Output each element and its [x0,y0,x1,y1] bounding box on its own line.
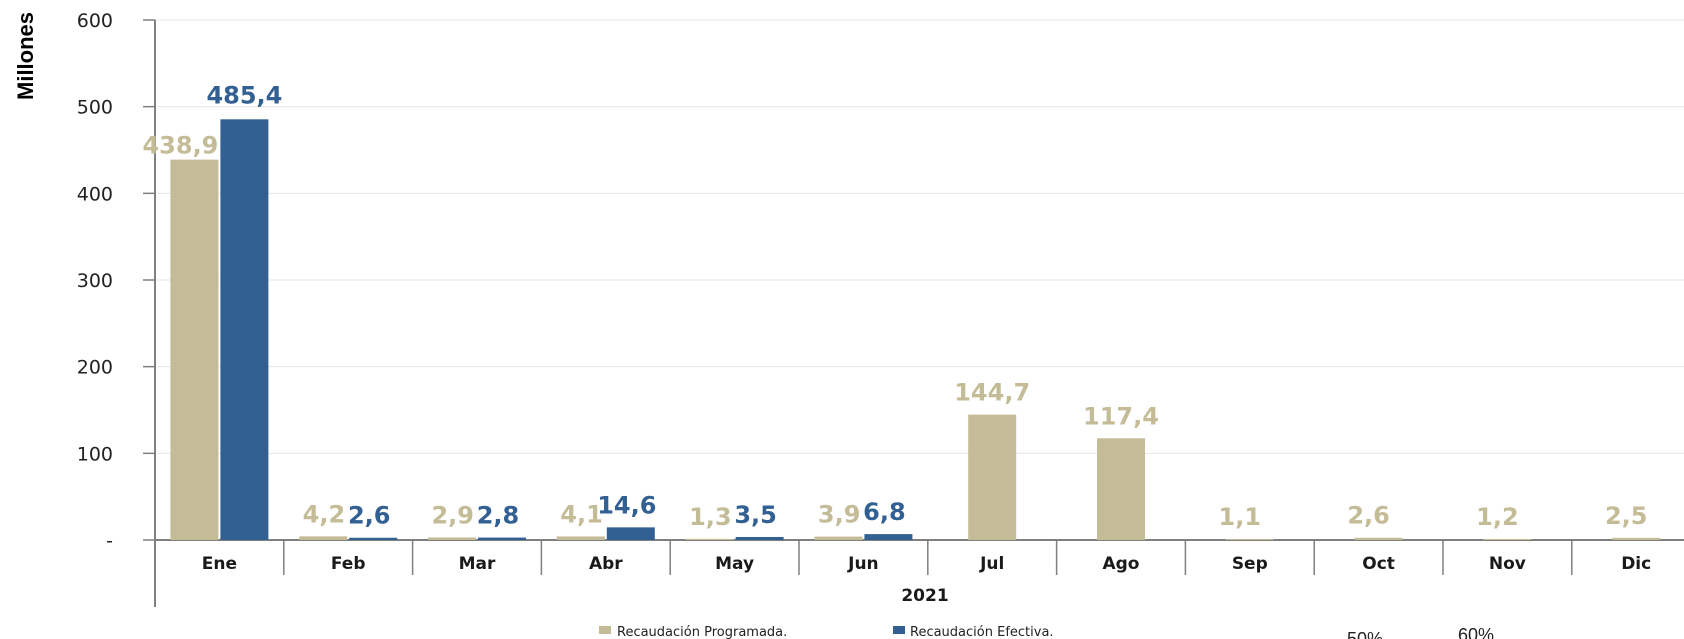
bar-programada [1612,537,1661,540]
data-label-programada: 2,6 [1347,502,1390,530]
data-label-programada: 117,4 [1083,402,1159,430]
x-tick-label: Ago [1102,554,1139,574]
bar-efectiva [735,536,784,540]
x-tick-label: Abr [589,554,623,574]
y-tick-label: - [106,530,113,552]
x-tick-label: Jul [979,554,1004,574]
data-label-efectiva: 2,8 [477,502,520,530]
y-tick-label: 200 [77,357,113,379]
bar-programada [1354,537,1403,540]
axes [143,19,1684,607]
bar-programada [814,536,863,540]
bar-programada [968,414,1017,540]
x-tick-label: May [715,554,754,574]
bar-programada [299,536,348,540]
x-tick-label: Ene [202,554,237,574]
y-tick-label: 400 [77,183,113,205]
y-tick-label: 500 [77,97,113,119]
x-tick-label: Sep [1232,554,1268,574]
y-tick-label: 600 [77,10,113,32]
y-tick-label: 300 [77,270,113,292]
bar-efectiva [349,537,398,540]
data-label-programada: 4,1 [560,500,603,528]
bar-programada [170,159,219,540]
legend-swatch-efectiva [893,626,905,634]
legend-label-programada: Recaudación Programada. [617,625,787,639]
data-label-programada: 1,1 [1219,503,1262,531]
data-label-programada: 2,5 [1605,502,1648,530]
data-label-efectiva: 485,4 [206,81,282,109]
legend-label-efectiva: Recaudación Efectiva. [910,625,1054,639]
data-label-programada: 3,9 [818,501,861,529]
data-label-programada: 4,2 [303,500,346,528]
data-label-programada: 1,2 [1476,503,1519,531]
stray-percent-label: 60% [1458,625,1494,639]
x-tick-label: Mar [459,554,496,574]
bar-efectiva [864,534,913,540]
y-tick-label: 100 [77,443,113,465]
bar-programada [1097,438,1145,540]
data-label-efectiva: 14,6 [597,491,656,519]
data-label-programada: 2,9 [431,501,474,529]
x-tick-label: Dic [1621,554,1651,574]
x-tick-label: Jun [847,554,879,574]
stray-percent-label: 50% [1347,629,1383,639]
bar-programada [556,536,605,540]
bar-programada [1483,538,1532,540]
bar-efectiva [606,527,655,540]
bar-programada [685,538,734,540]
y-axis-label: Millones [13,12,38,100]
bars [170,119,1661,541]
legend-swatch-programada [599,626,611,634]
data-label-efectiva: 3,5 [734,501,777,529]
bar-efectiva [478,537,526,540]
grid-lines [155,19,1684,454]
bar-programada [1225,539,1274,541]
x-tick-label: Oct [1362,554,1395,574]
x-group-label: 2021 [901,586,948,606]
data-label-efectiva: 6,8 [863,498,906,526]
data-label-programada: 144,7 [954,379,1030,407]
data-label-efectiva: 2,6 [348,502,391,530]
data-label-programada: 1,3 [689,503,732,531]
bar-programada [428,537,476,540]
data-label-programada: 438,9 [142,132,218,160]
x-tick-label: Nov [1489,554,1526,574]
tick-labels: - 100 200 300 400 500 600 Ene Feb Mar Abr May Jun Jul… [77,10,1651,574]
x-tick-label: Feb [331,554,366,574]
bar-efectiva [220,119,269,540]
legend: Recaudación Programada. Recaudación Efec… [599,625,1054,639]
